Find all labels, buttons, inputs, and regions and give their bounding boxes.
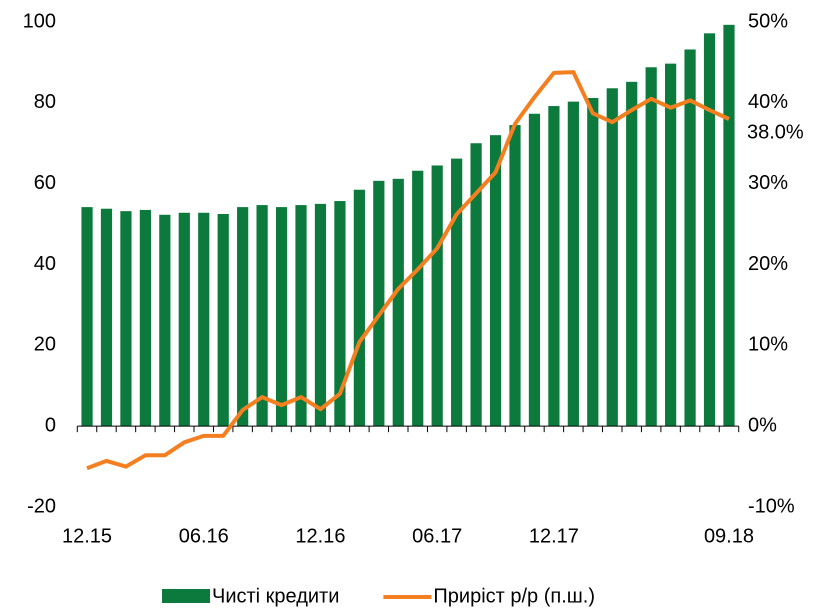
bar [606,88,618,427]
bar [217,213,229,427]
y-tick-label: 100 [23,10,56,32]
y-tick-label: 20 [34,334,56,356]
x-tick-label: 09.18 [704,525,754,547]
y-tick-label: 60 [34,172,56,194]
bar [275,207,288,427]
bar [392,178,404,427]
y2-tick-label: 0% [748,414,777,436]
y2-tick-label: 30% [748,172,788,194]
bar [81,207,93,427]
bar [548,106,560,427]
bar [684,49,696,427]
bar [567,101,579,427]
bar [120,211,132,427]
bar [198,212,210,427]
line [86,70,730,471]
bar [645,67,657,427]
bar [723,24,735,427]
y-tick-label: 0 [45,414,56,436]
bar [178,212,190,427]
bar [373,180,385,427]
y2-tick-label: 40% [748,91,788,113]
x-tick-label: 06.16 [179,525,229,547]
bar [451,158,463,427]
y2-tick-label: 50% [748,10,788,32]
bar [295,205,307,427]
bar [237,207,249,427]
bar [665,63,677,427]
y-tick-label: 80 [34,91,56,113]
bar [528,113,541,427]
legend-label: Приріст р/р (п.ш.) [433,585,595,607]
bar [703,33,716,427]
bar [159,214,171,427]
x-tick-label: 12.15 [62,525,112,547]
bar [587,97,599,427]
value-label: 38.0% [747,121,804,143]
y2-tick-label: 20% [748,253,788,275]
y-tick-label: 40 [34,253,56,275]
bar [431,165,443,427]
bar [626,81,638,427]
bar [314,203,327,427]
x-tick-label: 12.16 [295,525,345,547]
bar [509,125,521,427]
y2-tick-label: -10% [748,495,795,517]
bar [470,143,482,427]
x-tick-label: 06.17 [412,525,462,547]
bar [334,201,346,427]
legend-label: Чисті кредити [212,585,339,607]
legend-swatch [162,589,210,603]
bar [353,189,365,427]
bar [489,135,502,427]
x-tick-label: 12.17 [529,525,579,547]
y-tick-label: -20 [27,495,56,517]
bar [100,208,113,427]
bar [139,209,151,427]
bar [412,170,424,427]
y2-tick-label: 10% [748,334,788,356]
bar [256,205,268,427]
